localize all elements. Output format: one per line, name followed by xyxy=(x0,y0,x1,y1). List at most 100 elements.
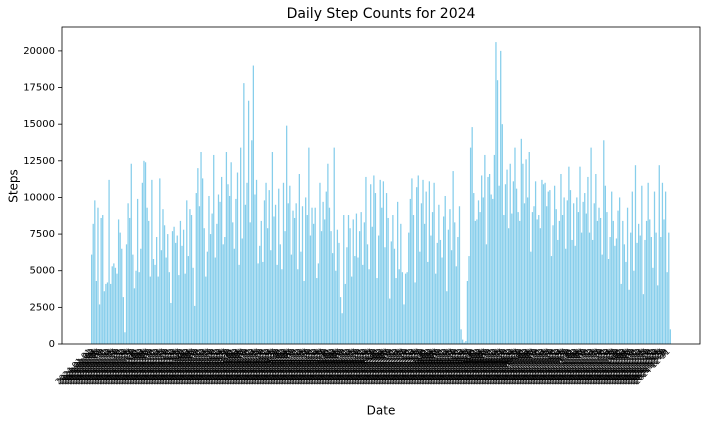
bar xyxy=(113,263,115,344)
bar xyxy=(471,127,473,344)
bar xyxy=(140,248,142,344)
bar xyxy=(550,256,553,344)
bar xyxy=(111,266,113,344)
bar xyxy=(617,210,619,344)
bar xyxy=(141,182,144,344)
bar xyxy=(149,276,151,344)
bar xyxy=(173,226,175,344)
bar xyxy=(450,250,453,344)
bar xyxy=(198,206,201,344)
bar xyxy=(163,225,166,344)
bar xyxy=(352,219,354,344)
bar xyxy=(533,206,535,344)
bar xyxy=(312,223,315,344)
bar xyxy=(274,204,277,344)
bar xyxy=(276,264,278,344)
bar xyxy=(122,297,124,344)
bar xyxy=(102,215,104,344)
bar xyxy=(503,215,505,344)
bar xyxy=(634,165,637,344)
bar xyxy=(431,212,434,344)
y-tick-label: 20000 xyxy=(23,46,55,57)
bar xyxy=(614,245,616,344)
bar xyxy=(401,272,404,344)
bar xyxy=(645,220,648,344)
bar xyxy=(211,213,213,344)
bar xyxy=(332,253,334,344)
bar xyxy=(395,278,397,344)
bar xyxy=(262,261,264,344)
bar xyxy=(216,223,218,344)
bar xyxy=(623,244,626,344)
bar xyxy=(292,210,294,344)
bar xyxy=(298,173,300,344)
bar xyxy=(582,201,584,344)
bar xyxy=(178,275,180,344)
bar xyxy=(425,191,427,344)
bar xyxy=(438,204,440,344)
bar xyxy=(205,276,207,344)
bar xyxy=(441,257,443,344)
bar xyxy=(121,248,123,344)
bar xyxy=(214,257,216,344)
bar xyxy=(612,220,614,344)
bar xyxy=(376,278,378,344)
bar xyxy=(588,232,591,344)
bar xyxy=(232,222,234,344)
bar xyxy=(228,195,231,344)
bar xyxy=(320,231,323,344)
bar xyxy=(541,179,543,344)
bar xyxy=(119,232,121,344)
bar xyxy=(622,220,624,344)
bar xyxy=(219,201,221,344)
bar xyxy=(200,152,202,344)
bar xyxy=(436,242,438,344)
bar xyxy=(668,232,670,344)
bar xyxy=(636,242,638,344)
bar xyxy=(184,273,186,344)
bar xyxy=(186,200,188,344)
bar xyxy=(504,184,507,344)
bar xyxy=(515,188,518,344)
bar xyxy=(393,248,396,344)
bar xyxy=(257,263,259,344)
bar xyxy=(301,206,304,344)
bar xyxy=(295,203,297,344)
bar xyxy=(411,178,413,344)
bar xyxy=(351,276,353,344)
bar xyxy=(536,219,538,344)
bar xyxy=(466,280,469,344)
bar xyxy=(235,198,237,344)
bar xyxy=(265,182,267,344)
bar xyxy=(319,182,321,344)
bar xyxy=(452,171,454,344)
bar xyxy=(373,175,375,344)
bar xyxy=(435,273,437,344)
bar xyxy=(628,289,630,344)
bar xyxy=(170,302,172,344)
bar xyxy=(512,181,515,344)
bar xyxy=(477,200,480,344)
bar xyxy=(454,222,456,344)
bar xyxy=(409,198,411,344)
bar xyxy=(585,213,587,344)
bar xyxy=(479,212,481,344)
bar xyxy=(317,263,320,344)
bar xyxy=(187,256,189,344)
bar xyxy=(287,203,289,344)
bar xyxy=(463,342,465,344)
bar xyxy=(573,203,575,344)
bar xyxy=(534,181,537,344)
bar xyxy=(557,239,559,344)
bar xyxy=(328,207,331,344)
bar xyxy=(243,83,245,345)
bar xyxy=(560,173,562,344)
bar xyxy=(574,245,576,344)
bar xyxy=(98,304,101,344)
bar xyxy=(254,194,256,344)
bar xyxy=(344,283,346,344)
bar xyxy=(584,193,586,344)
bar xyxy=(626,207,629,344)
bar xyxy=(547,191,549,344)
bar xyxy=(642,294,645,344)
